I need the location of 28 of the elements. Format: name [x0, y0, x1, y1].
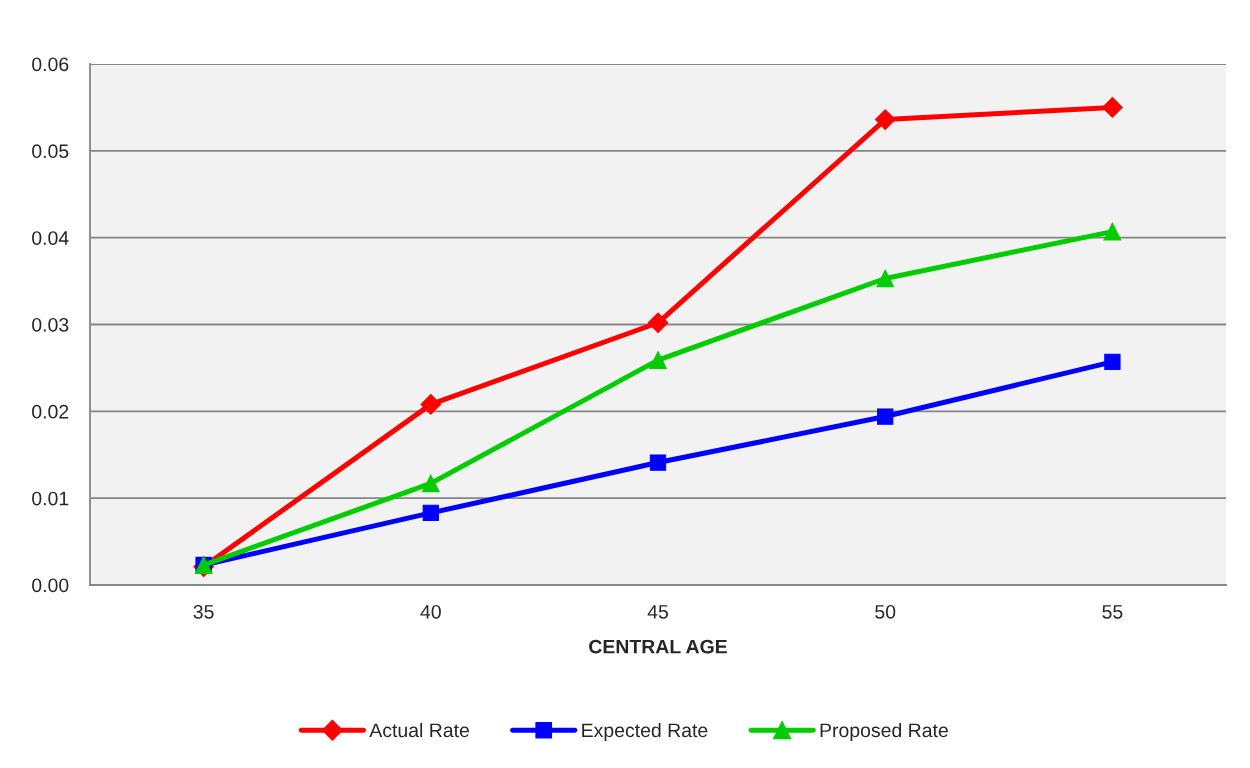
y-tick-label: 0.06 — [32, 57, 69, 72]
point — [1104, 353, 1121, 370]
point — [647, 312, 669, 334]
y-tick-label: 0.03 — [32, 317, 69, 332]
point — [1103, 222, 1122, 241]
y-tick-label: 0.04 — [32, 231, 69, 245]
point — [421, 474, 440, 493]
point — [874, 109, 896, 130]
x-tick-label: 50 — [875, 604, 896, 619]
point — [876, 269, 895, 288]
point — [1102, 97, 1123, 118]
x-tick-label: 40 — [420, 604, 441, 619]
point — [422, 504, 439, 522]
legend-label: Expected Rate — [582, 722, 708, 742]
x-axis-title: CENTRAL AGE — [589, 639, 727, 654]
point — [649, 454, 667, 471]
legend-label: Proposed Rate — [820, 722, 948, 742]
x-tick-label: 35 — [193, 604, 214, 619]
y-tick-label: 0.00 — [32, 578, 69, 593]
x-tick-label: 45 — [647, 605, 668, 619]
legend-label: Actual Rate — [369, 722, 469, 738]
y-tick-label: 0.01 — [32, 491, 69, 506]
y-tick-label: 0.05 — [32, 144, 69, 159]
point — [420, 394, 442, 415]
point — [877, 408, 894, 425]
x-tick-label: 55 — [1102, 605, 1123, 619]
point — [649, 351, 667, 369]
y-tick-label: 0.02 — [32, 404, 69, 419]
